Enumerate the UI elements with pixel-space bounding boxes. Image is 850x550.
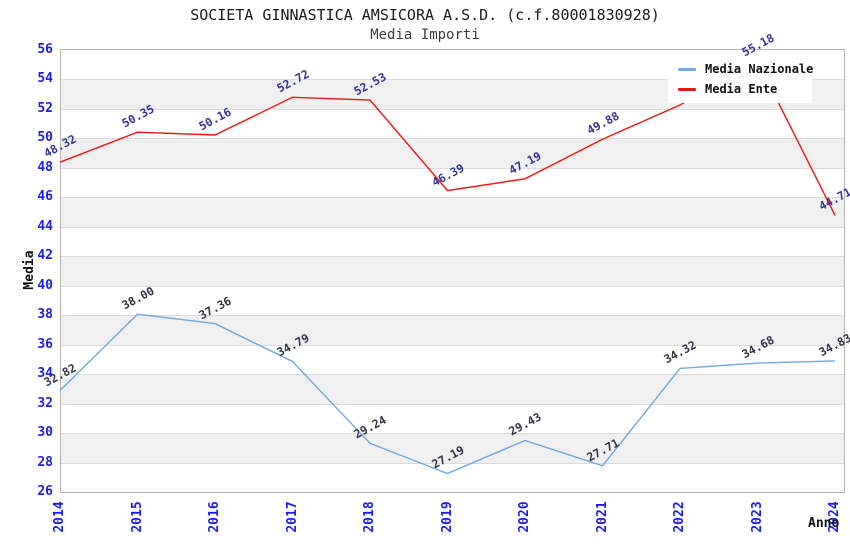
y-tick-label: 34 [37,366,53,382]
y-tick-label: 36 [37,336,53,352]
x-tick-label: 2022 [672,501,687,533]
grid-band [61,374,844,404]
x-tick-label: 2023 [749,501,765,533]
x-tick-label: 2015 [129,501,145,533]
legend-label: Media Nazionale [705,62,814,76]
grid-band [61,315,844,345]
grid-band [61,344,844,375]
x-tick-label: 2019 [439,501,455,533]
x-tick-label: 2017 [284,501,300,533]
legend-line-swatch [678,87,696,91]
y-tick-label: 42 [37,248,53,264]
legend-item-media-ente: Media Ente [678,79,812,99]
legend-label: Media Ente [705,82,778,96]
grid-band [61,433,844,463]
gridline [61,256,844,258]
y-tick-label: 30 [37,425,53,441]
grid-band [61,226,844,257]
gridline [61,285,844,287]
y-tick-label: 54 [37,71,53,87]
y-tick-label: 28 [37,454,53,470]
legend-item-media-nazionale: Media Nazionale [678,59,814,79]
y-tick-label: 40 [37,277,53,293]
gridline [61,403,844,405]
grid-band [61,256,844,286]
x-tick-label: 2018 [362,501,377,533]
x-tick-label: 2020 [517,501,532,533]
gridline [61,197,844,199]
chart-title: SOCIETA GINNASTICA AMSICORA A.S.D. (c.f.… [190,6,660,24]
y-tick-label: 38 [37,307,53,323]
grid-band [61,197,844,227]
y-tick-label: 44 [37,218,53,234]
gridline [61,226,844,228]
gridline [61,138,844,140]
gridline [61,167,844,169]
gridline [61,108,844,110]
legend-line-swatch [678,67,696,71]
gridline [61,344,844,346]
y-tick-label: 56 [37,42,53,57]
gridline [61,462,844,464]
grid-band [61,108,844,139]
grid-band [61,138,844,168]
grid-band [61,462,844,492]
y-tick-label: 32 [37,395,53,411]
y-tick-label: 46 [37,189,53,205]
grid-band [61,167,844,198]
gridline [61,315,844,317]
x-axis-title: Anno [808,516,840,531]
grid-band [61,403,844,434]
grid-band [61,285,844,316]
y-tick-label: 50 [37,130,53,146]
gridline [61,433,844,435]
legend: Media Nazionale Media Ente [668,57,814,103]
x-tick-label: 2021 [594,501,610,533]
plot-area [60,49,845,493]
y-axis-title: Media [22,250,37,290]
x-tick-label: 2014 [52,501,67,533]
gridline [61,374,844,376]
y-tick-label: 52 [37,100,53,116]
x-tick-label: 2016 [207,501,222,533]
y-tick-label: 26 [37,484,53,499]
y-tick-label: 48 [37,159,53,175]
chart-subtitle: Media Importi [370,27,480,43]
